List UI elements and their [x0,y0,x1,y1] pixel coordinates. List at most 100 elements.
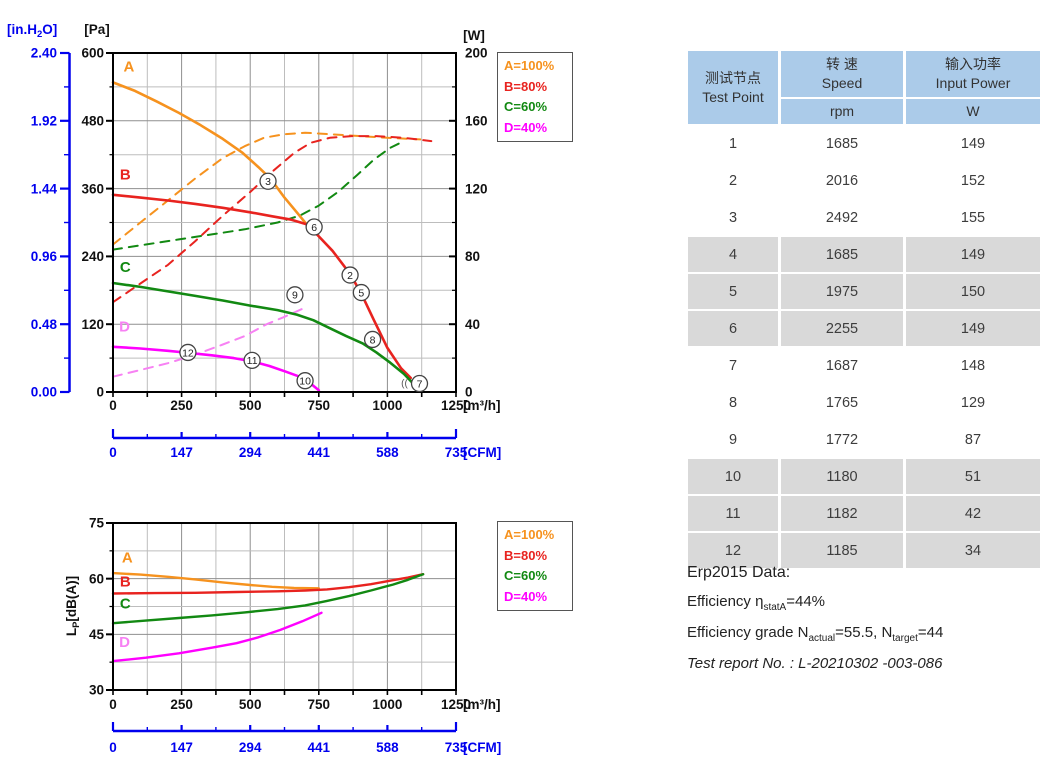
svg-text:[W]: [W] [463,28,485,43]
cfm-axis: 0 147 294 441 588 735[CFM] [109,722,501,755]
table-cell: 129 [906,385,1040,420]
svg-text:30: 30 [89,683,104,698]
legend-entry-d: D=40% [504,119,547,135]
noise-curves [111,571,425,663]
svg-text:500: 500 [239,697,262,712]
svg-text:C: C [120,259,131,276]
table-cell: 150 [906,274,1040,309]
svg-text:147: 147 [170,740,193,755]
svg-text:0.48: 0.48 [31,317,58,332]
svg-text:160: 160 [465,114,488,129]
inh2o-axis: 2.40 1.92 1.44 0.96 0.48 0.00 [in.H2O] [7,22,71,400]
svg-text:6: 6 [311,222,317,234]
table-cell: 1765 [781,385,903,420]
gridlines [113,53,456,392]
svg-text:10: 10 [299,376,311,388]
table-cell: 155 [906,200,1040,235]
svg-text:1.44: 1.44 [31,181,58,196]
table-cell: 6 [688,311,778,346]
table-row: 3 2492 155 [688,200,1040,235]
legend-entry-b: B=80% [504,78,547,94]
table-cell: 152 [906,163,1040,198]
svg-text:[in.H2O]: [in.H2O] [7,22,57,40]
svg-text:11: 11 [247,355,258,367]
svg-text:60: 60 [89,571,104,586]
table-cell: 2016 [781,163,903,198]
svg-text:750: 750 [308,697,331,712]
svg-text:600: 600 [81,46,104,61]
table-cell: 149 [906,237,1040,272]
svg-text:588: 588 [376,740,399,755]
table-cell: 51 [906,459,1040,494]
svg-text:80: 80 [465,249,480,264]
erp-data-block: Erp2015 Data: Efficiency ηstatA=44% Effi… [687,564,943,672]
svg-text:45: 45 [89,627,105,642]
table-row: 2 2016 152 [688,163,1040,198]
svg-text:480: 480 [81,114,104,129]
table-cell: 5 [688,274,778,309]
svg-text:3: 3 [265,176,271,188]
chart-legend-top: A=100% B=80% C=60% D=40% [497,52,573,142]
header-test-point-en: Test Point [702,88,764,105]
header-speed: 转 速 Speed [781,51,903,97]
svg-text:500: 500 [239,398,262,413]
legend-entry-c: C=60% [504,568,547,583]
svg-text:294: 294 [239,740,262,755]
header-power-unit: W [906,99,1040,124]
svg-text:0.00: 0.00 [31,385,57,400]
table-cell: 1180 [781,459,903,494]
svg-text:2: 2 [347,270,353,282]
svg-text:LP[dB(A)]: LP[dB(A)] [64,576,82,636]
svg-text:1.92: 1.92 [31,114,57,129]
table-row: 7 1687 148 [688,348,1040,383]
erp-title: Erp2015 Data: [687,564,791,581]
svg-text:1250: 1250 [441,398,471,413]
svg-text:5: 5 [358,287,364,299]
table-cell: 7 [688,348,778,383]
svg-text:((: (( [401,379,408,390]
svg-text:250: 250 [170,697,193,712]
svg-text:B: B [120,167,131,184]
svg-text:75: 75 [89,516,105,531]
header-speed-unit: rpm [781,99,903,124]
table-cell: 2492 [781,200,903,235]
legend-entry-b: B=80% [504,547,547,563]
header-test-point: 测试节点 Test Point [688,51,778,124]
svg-text:40: 40 [465,317,480,332]
svg-text:120: 120 [81,317,104,332]
svg-text:[CFM]: [CFM] [463,740,501,755]
table-row: 6 2255 149 [688,311,1040,346]
table-cell: 1687 [781,348,903,383]
table-row: 4 1685 149 [688,237,1040,272]
header-speed-zh: 转 速 [826,56,858,72]
table-cell: 3 [688,200,778,235]
svg-text:750: 750 [308,398,331,413]
svg-text:0: 0 [109,445,117,460]
svg-text:B: B [120,573,131,590]
svg-text:147: 147 [170,445,193,460]
svg-text:[m³/h]: [m³/h] [463,697,501,712]
svg-text:A: A [123,59,134,76]
chart-legend-bottom: A=100% B=80% C=60% D=40% [497,521,573,611]
table-cell: 42 [906,496,1040,531]
cfm-axis: 0 147 294 441 588 735[CFM] [109,429,501,460]
svg-text:A: A [122,550,133,567]
table-row: 10 1180 51 [688,459,1040,494]
svg-text:735: 735 [445,445,468,460]
svg-text:0: 0 [96,385,104,400]
table-cell: 1185 [781,533,903,568]
svg-text:[Pa]: [Pa] [84,22,110,37]
table-cell: 2255 [781,311,903,346]
svg-text:240: 240 [81,249,104,264]
table-row: 8 1765 129 [688,385,1040,420]
svg-text:0.96: 0.96 [31,249,58,264]
svg-text:120: 120 [465,181,488,196]
table-row: 5 1975 150 [688,274,1040,309]
legend-entry-a: A=100% [504,527,555,542]
svg-text:0: 0 [109,697,117,712]
svg-text:250: 250 [170,398,193,413]
table-cell: 87 [906,422,1040,457]
